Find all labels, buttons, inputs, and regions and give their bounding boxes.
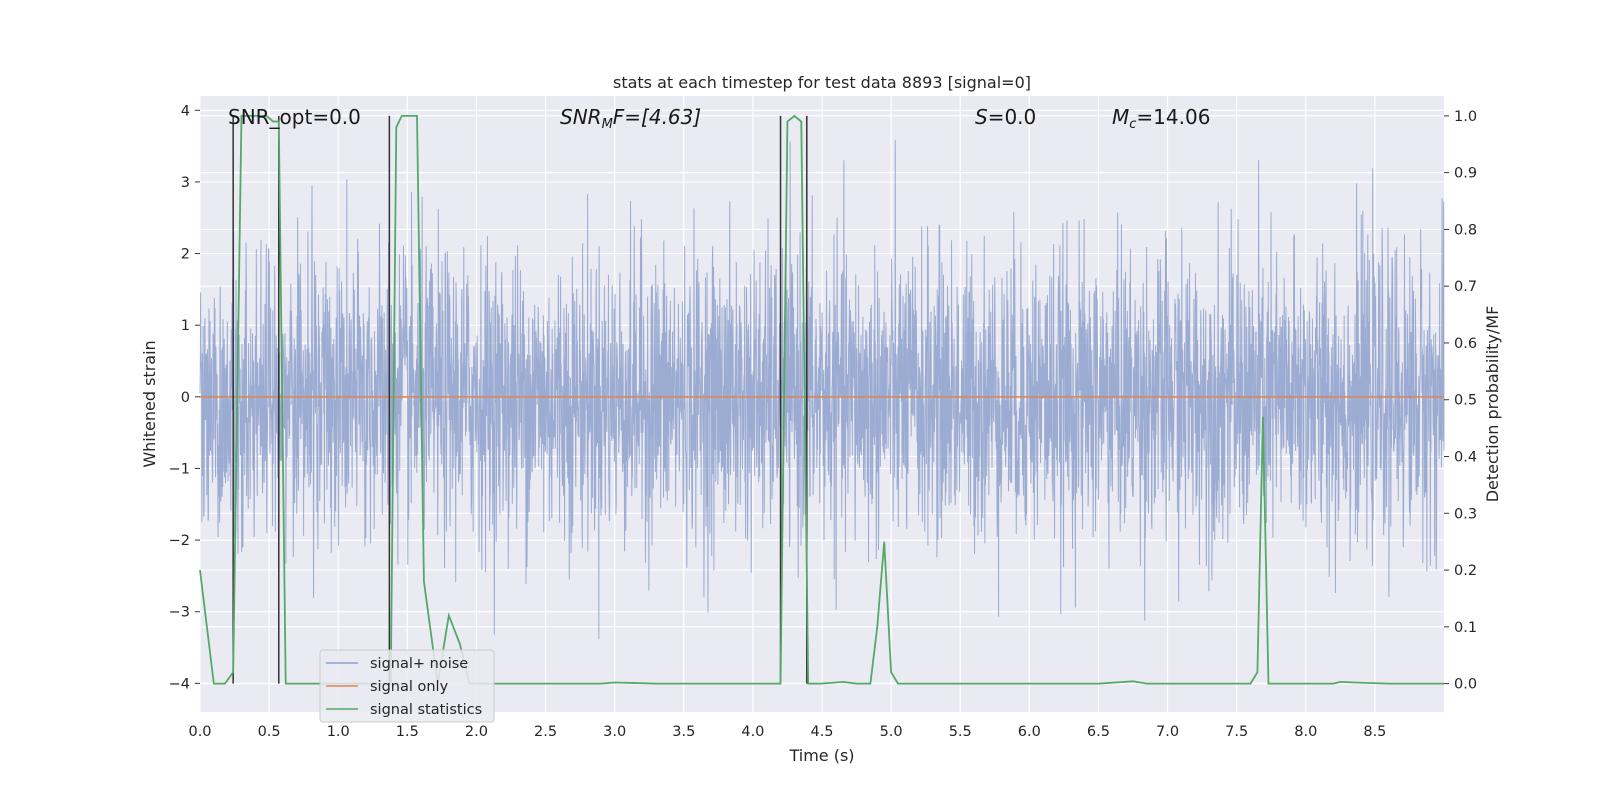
- y-right-tick-label: 0.0: [1454, 677, 1477, 693]
- y-right-tick-label: 0.8: [1454, 222, 1477, 238]
- x-tick-label: 3.0: [603, 724, 626, 740]
- legend-box: [319, 649, 495, 723]
- x-tick-label: 7.5: [1225, 724, 1248, 740]
- y-left-axis-ticks: −4 −3 −2 −1 0 1 2 3 4: [169, 103, 200, 692]
- y-left-tick-label: 4: [181, 103, 190, 119]
- legend-label-signal-only: signal only: [370, 679, 449, 695]
- y-left-axis-label: Whitened strain: [140, 340, 159, 467]
- y-right-tick-label: 0.9: [1454, 166, 1477, 182]
- y-left-tick-label: 1: [181, 318, 190, 334]
- x-tick-label: 2.5: [534, 724, 557, 740]
- signal-plus-noise-line: [199, 140, 1445, 640]
- annotation-mc: Mc=14.06: [1112, 105, 1210, 132]
- signal-plus-noise-series: [199, 140, 1445, 640]
- x-tick-label: 7.0: [1156, 724, 1179, 740]
- x-tick-label: 1.0: [327, 724, 350, 740]
- x-tick-label: 1.5: [396, 724, 419, 740]
- x-axis-ticks: 0.0 0.5 1.0 1.5 2.0 2.5 3.0 3.5 4.0 4.5 5.0 5.5 6.0 6…: [188, 724, 1386, 740]
- legend: signal+ noise signal only signal statist…: [319, 649, 495, 723]
- x-axis-label: Time (s): [788, 746, 854, 765]
- y-left-tick-label: −4: [169, 676, 190, 692]
- signal-statistics-series: [199, 114, 1444, 685]
- y-right-axis-label: Detection probability/MF: [1483, 306, 1502, 503]
- x-tick-label: 2.0: [465, 724, 488, 740]
- x-tick-label: 6.0: [1018, 724, 1041, 740]
- y-right-tick-label: 0.2: [1454, 563, 1477, 579]
- y-right-tick-label: 0.4: [1454, 450, 1477, 466]
- y-left-tick-label: 0: [181, 390, 190, 406]
- x-tick-label: 6.5: [1087, 724, 1110, 740]
- y-right-tick-label: 0.3: [1454, 506, 1477, 522]
- annotation-snr-opt: SNR_opt=0.0: [228, 105, 361, 129]
- x-tick-label: 0.0: [188, 724, 211, 740]
- x-tick-label: 3.5: [672, 724, 695, 740]
- y-right-axis-ticks: 0.0 0.1 0.2 0.3 0.4 0.5 0.6 0.7 0.8 0.9 1.0: [1444, 109, 1477, 693]
- x-tick-label: 8.0: [1294, 724, 1317, 740]
- x-tick-label: 5.0: [880, 724, 903, 740]
- y-left-tick-label: −1: [169, 461, 190, 477]
- x-tick-label: 4.5: [810, 724, 833, 740]
- y-right-tick-label: 0.1: [1454, 620, 1477, 636]
- annotation-snr-mf: SNRMF=[4.63]: [560, 105, 701, 132]
- x-tick-label: 4.0: [741, 724, 764, 740]
- y-right-tick-label: 0.6: [1454, 336, 1477, 352]
- x-tick-label: 0.5: [258, 724, 281, 740]
- signal-statistics-line: [199, 114, 1444, 685]
- y-left-tick-label: −2: [169, 533, 190, 549]
- legend-label-signal-plus-noise: signal+ noise: [370, 656, 468, 672]
- legend-label-signal-statistics: signal statistics: [370, 702, 482, 718]
- x-tick-label: 8.5: [1363, 724, 1386, 740]
- x-tick-label: 5.5: [949, 724, 972, 740]
- annotation-s: S=0.0: [975, 105, 1036, 129]
- y-right-tick-label: 1.0: [1454, 109, 1477, 125]
- y-right-tick-label: 0.7: [1454, 279, 1477, 295]
- y-right-tick-label: 0.5: [1454, 393, 1477, 409]
- y-left-tick-label: 2: [181, 247, 190, 263]
- y-left-tick-label: 3: [181, 175, 190, 191]
- chart-title: stats at each timestep for test data 889…: [613, 73, 1031, 92]
- y-left-tick-label: −3: [169, 605, 190, 621]
